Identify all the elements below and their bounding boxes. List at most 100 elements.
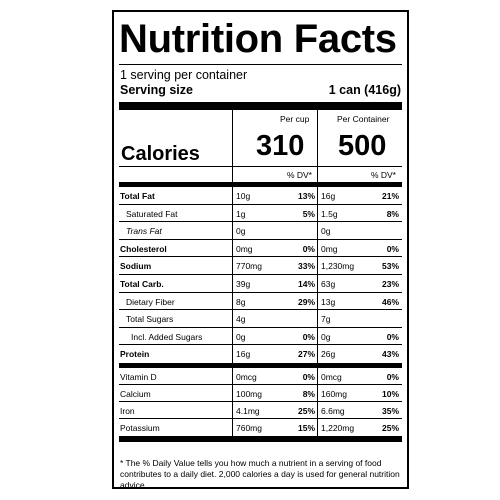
nutrient-container-dv: 0% bbox=[386, 243, 399, 254]
nutrient-row: Dietary Fiber 8g 29% 13g 46% bbox=[119, 293, 402, 311]
nutrient-name: Protein bbox=[120, 349, 150, 360]
nutrient-cup-dv: 0% bbox=[302, 331, 315, 342]
thick-divider-vitamins bbox=[119, 363, 402, 368]
nutrient-cup-amount: 0g bbox=[236, 226, 246, 237]
nutrient-container-amount: 0mg bbox=[321, 243, 338, 254]
vitamin-row-rule bbox=[119, 401, 402, 402]
nutrient-container-dv: 46% bbox=[381, 296, 399, 307]
nutrient-row-rule bbox=[119, 291, 402, 293]
title-divider bbox=[119, 64, 402, 65]
nutrient-name: Saturated Fat bbox=[126, 208, 178, 219]
nutrient-container-dv: 23% bbox=[381, 279, 399, 289]
nutrient-name: Total Fat bbox=[120, 191, 155, 201]
nutrient-cup-amount: 10g bbox=[236, 191, 251, 201]
nutrient-container-dv: 21% bbox=[381, 191, 399, 201]
column-divider-1 bbox=[232, 110, 233, 436]
nutrient-container-amount: 26g bbox=[321, 349, 336, 360]
vitamin-container-amount: 0mcg bbox=[321, 372, 342, 382]
nutrient-cup-dv: 5% bbox=[302, 208, 315, 219]
vitamin-cup-amount: 760mg bbox=[236, 423, 262, 433]
nutrient-row-rule bbox=[119, 344, 402, 346]
nutrient-cup-dv: 27% bbox=[297, 349, 315, 360]
column-divider-2 bbox=[317, 110, 318, 436]
nutrient-container-amount: 7g bbox=[321, 314, 331, 325]
vitamin-row: Calcium 100mg 8% 160mg 10% bbox=[119, 385, 402, 402]
dv-header-cup: % DV* bbox=[286, 170, 312, 180]
vitamin-row-rule bbox=[119, 418, 402, 419]
vitamin-row: Potassium 760mg 15% 1,220mg 25% bbox=[119, 419, 402, 436]
nutrient-cup-dv: 29% bbox=[297, 296, 315, 307]
nutrient-row-rule bbox=[119, 203, 402, 205]
nutrient-cup-amount: 8g bbox=[236, 296, 246, 307]
vitamin-name: Vitamin D bbox=[120, 372, 157, 382]
nutrient-row-rule bbox=[119, 256, 402, 258]
nutrient-container-amount: 0g bbox=[321, 331, 331, 342]
nutrient-cup-amount: 16g bbox=[236, 349, 251, 360]
nutrient-container-amount: 1,230mg bbox=[321, 261, 355, 272]
nutrient-row-rule bbox=[119, 221, 402, 223]
nutrient-row-rule bbox=[119, 326, 402, 328]
nutrient-container-amount: 63g bbox=[321, 279, 336, 289]
nutrient-cup-amount: 4g bbox=[236, 314, 246, 325]
nutrient-container-dv: 8% bbox=[386, 208, 399, 219]
nutrient-row: Total Fat 10g 13% 16g 21% bbox=[119, 187, 402, 205]
serving-size-label: Serving size bbox=[120, 83, 193, 97]
vitamin-container-dv: 35% bbox=[381, 406, 399, 416]
vitamin-cup-dv: 0% bbox=[302, 372, 315, 382]
vitamin-row-rule bbox=[119, 384, 402, 385]
calories-label: Calories bbox=[121, 143, 200, 165]
nutrient-row: Protein 16g 27% 26g 43% bbox=[119, 345, 402, 363]
nutrient-row: Cholesterol 0mg 0% 0mg 0% bbox=[119, 240, 402, 258]
vitamin-container-amount: 160mg bbox=[321, 389, 347, 399]
nutrient-cup-dv: 13% bbox=[297, 191, 315, 201]
dv-header-container: % DV* bbox=[370, 170, 396, 180]
nutrient-cup-amount: 39g bbox=[236, 279, 251, 289]
nutrient-row: Total Sugars 4g 7g bbox=[119, 310, 402, 328]
serving-size-value: 1 can (416g) bbox=[328, 83, 401, 97]
nutrient-name: Total Carb. bbox=[120, 279, 164, 289]
calories-per-container: 500 bbox=[338, 130, 387, 162]
nutrient-row-rule bbox=[119, 238, 402, 240]
nutrient-row: Saturated Fat 1g 5% 1.5g 8% bbox=[119, 205, 402, 223]
nutrient-name: Total Sugars bbox=[126, 314, 174, 325]
nutrient-row-rule bbox=[119, 273, 402, 275]
thick-divider-top bbox=[119, 102, 402, 110]
vitamin-cup-dv: 15% bbox=[297, 423, 315, 433]
calories-per-cup: 310 bbox=[256, 130, 305, 162]
nutrient-name: Trans Fat bbox=[126, 226, 162, 237]
vitamin-cup-amount: 0mcg bbox=[236, 372, 257, 382]
vitamin-container-dv: 25% bbox=[381, 423, 399, 433]
vitamin-name: Calcium bbox=[120, 389, 151, 399]
nutrient-cup-dv: 0% bbox=[302, 243, 315, 254]
nutrient-row: Total Carb. 39g 14% 63g 23% bbox=[119, 275, 402, 293]
nutrient-container-dv: 0% bbox=[386, 331, 399, 342]
nutrient-cup-dv: 33% bbox=[297, 261, 315, 272]
vitamin-cup-dv: 8% bbox=[302, 389, 315, 399]
nutrient-container-amount: 13g bbox=[321, 296, 336, 307]
nutrient-cup-dv: 14% bbox=[297, 279, 315, 289]
nutrient-cup-amount: 770mg bbox=[236, 261, 262, 272]
label-title: Nutrition Facts bbox=[119, 17, 397, 61]
servings-per-container: 1 serving per container bbox=[120, 68, 248, 82]
nutrient-row-rule bbox=[119, 309, 402, 311]
nutrition-facts-label: Nutrition Facts 1 serving per container … bbox=[112, 10, 409, 489]
nutrient-name: Dietary Fiber bbox=[126, 296, 175, 307]
vitamin-cup-amount: 4.1mg bbox=[236, 406, 260, 416]
vitamin-cup-amount: 100mg bbox=[236, 389, 262, 399]
vitamin-container-amount: 1,220mg bbox=[321, 423, 355, 433]
vitamin-name: Potassium bbox=[120, 423, 160, 433]
nutrient-container-amount: 16g bbox=[321, 191, 336, 201]
footnote: * The % Daily Value tells you how much a… bbox=[120, 458, 400, 489]
per-cup-header: Per cup bbox=[280, 114, 310, 124]
vitamin-row: Vitamin D 0mcg 0% 0mcg 0% bbox=[119, 368, 402, 385]
vitamin-row: Iron 4.1mg 25% 6.6mg 35% bbox=[119, 402, 402, 419]
nutrient-row: Sodium 770mg 33% 1,230mg 53% bbox=[119, 257, 402, 275]
nutrient-row: Incl. Added Sugars 0g 0% 0g 0% bbox=[119, 328, 402, 346]
nutrient-name: Sodium bbox=[120, 261, 152, 272]
nutrient-container-amount: 1.5g bbox=[321, 208, 338, 219]
per-container-header: Per Container bbox=[337, 114, 390, 124]
vitamin-name: Iron bbox=[120, 406, 135, 416]
nutrient-container-dv: 43% bbox=[381, 349, 399, 360]
vitamin-container-dv: 0% bbox=[386, 372, 399, 382]
nutrient-row: Trans Fat 0g 0g bbox=[119, 222, 402, 240]
